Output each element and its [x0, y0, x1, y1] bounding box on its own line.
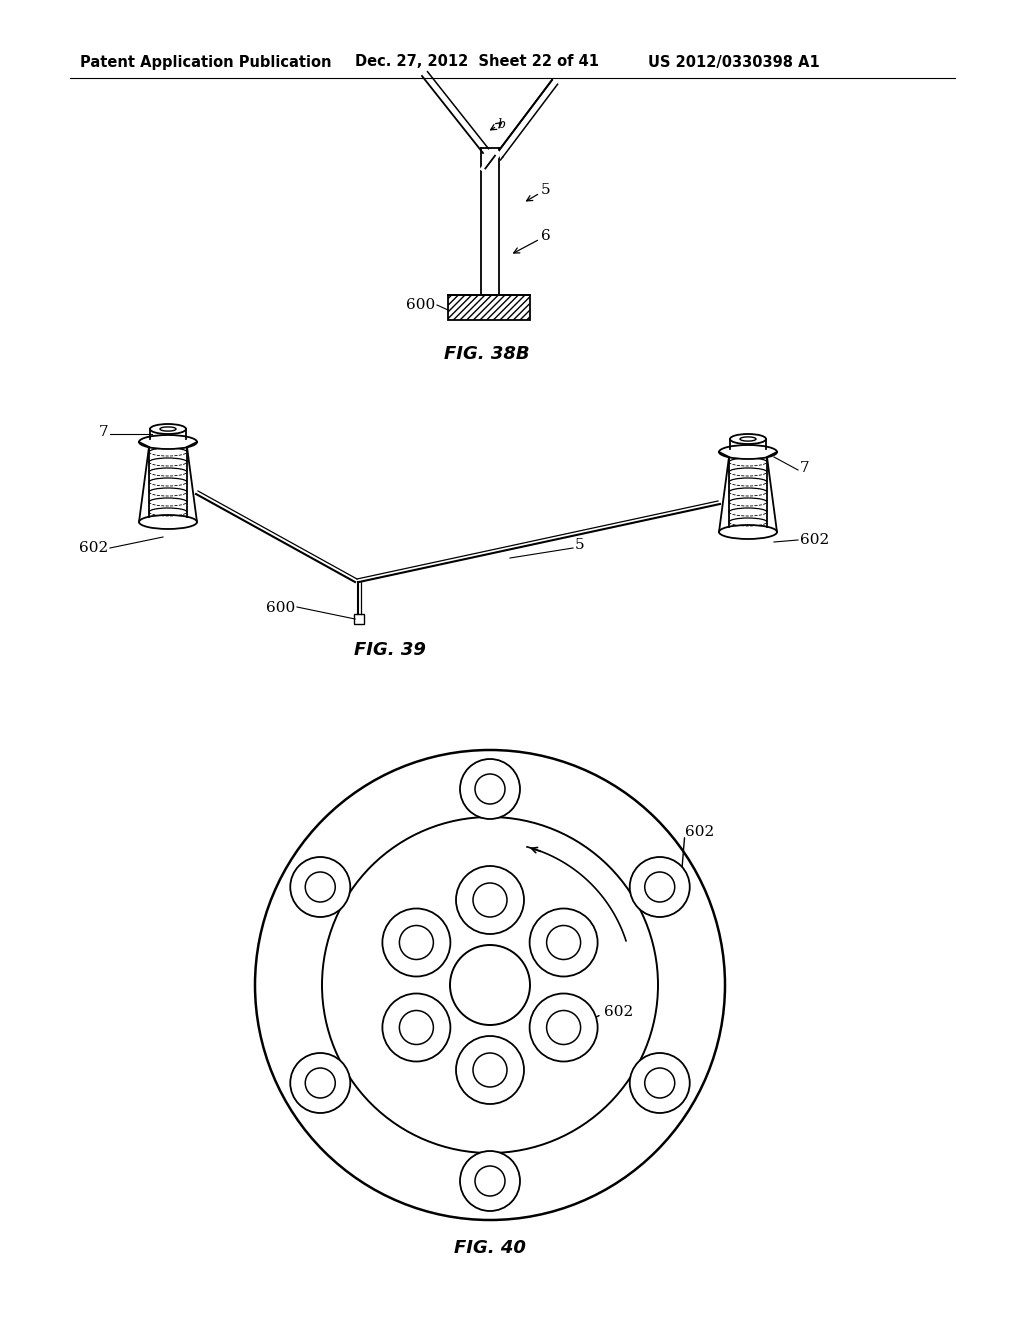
Circle shape: [475, 774, 505, 804]
Circle shape: [399, 925, 433, 960]
Circle shape: [456, 1036, 524, 1104]
Text: Dec. 27, 2012  Sheet 22 of 41: Dec. 27, 2012 Sheet 22 of 41: [355, 54, 599, 70]
Ellipse shape: [150, 424, 186, 434]
Text: 600: 600: [406, 298, 435, 312]
Bar: [449, 294, 530, 319]
Circle shape: [529, 994, 598, 1061]
Ellipse shape: [730, 434, 766, 444]
Text: FIG. 40: FIG. 40: [454, 1239, 526, 1257]
Circle shape: [382, 908, 451, 977]
Circle shape: [473, 1053, 507, 1086]
Text: 5: 5: [541, 183, 551, 197]
Text: 6: 6: [541, 228, 551, 243]
Text: 602: 602: [603, 1006, 633, 1019]
Text: 602: 602: [685, 825, 714, 840]
Circle shape: [547, 925, 581, 960]
Text: b: b: [497, 119, 505, 132]
Circle shape: [255, 750, 725, 1220]
Circle shape: [547, 1011, 581, 1044]
Text: 602: 602: [79, 541, 108, 554]
Circle shape: [460, 759, 520, 818]
Circle shape: [473, 883, 507, 917]
Circle shape: [456, 866, 524, 935]
Ellipse shape: [719, 525, 777, 539]
Text: 602: 602: [800, 533, 829, 546]
Circle shape: [399, 1011, 433, 1044]
Text: 7: 7: [98, 425, 108, 440]
Text: 600: 600: [266, 601, 295, 615]
Ellipse shape: [160, 426, 176, 432]
Circle shape: [322, 817, 658, 1152]
Circle shape: [630, 1053, 690, 1113]
Circle shape: [460, 1151, 520, 1210]
Circle shape: [645, 1068, 675, 1098]
Text: US 2012/0330398 A1: US 2012/0330398 A1: [648, 54, 820, 70]
Text: FIG. 39: FIG. 39: [354, 642, 426, 659]
Circle shape: [529, 908, 598, 977]
Circle shape: [290, 1053, 350, 1113]
Circle shape: [450, 945, 530, 1026]
Circle shape: [290, 857, 350, 917]
Bar: [354, 614, 364, 624]
Circle shape: [645, 873, 675, 902]
Ellipse shape: [719, 445, 777, 459]
Text: 5: 5: [575, 539, 585, 552]
Ellipse shape: [139, 436, 197, 449]
Text: 7: 7: [800, 461, 810, 475]
Circle shape: [630, 857, 690, 917]
Circle shape: [305, 1068, 335, 1098]
Circle shape: [475, 1166, 505, 1196]
Text: Patent Application Publication: Patent Application Publication: [80, 54, 332, 70]
Circle shape: [305, 873, 335, 902]
Ellipse shape: [740, 437, 756, 441]
Text: FIG. 38B: FIG. 38B: [444, 345, 529, 363]
Circle shape: [382, 994, 451, 1061]
Ellipse shape: [139, 515, 197, 529]
